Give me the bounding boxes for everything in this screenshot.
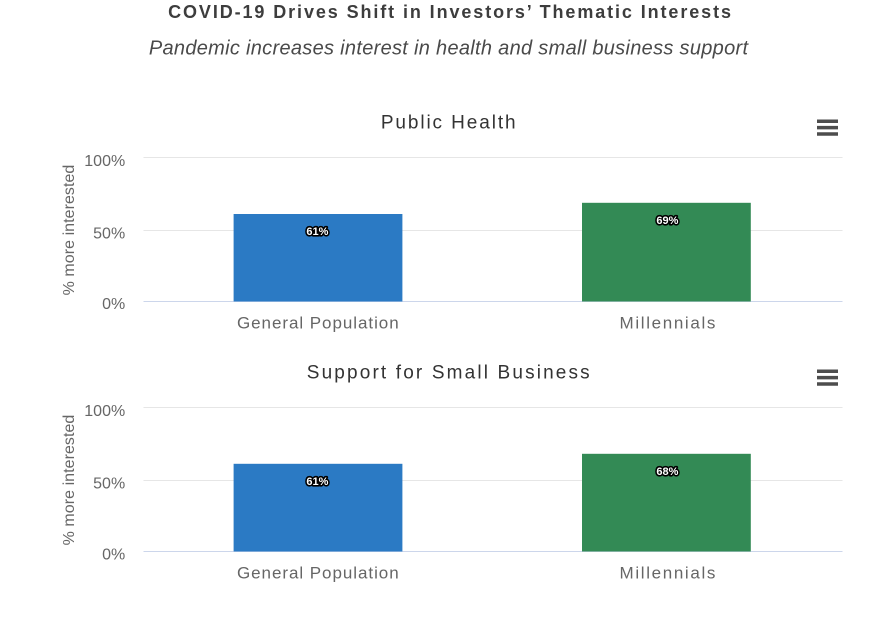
svg-text:100%: 100% <box>84 153 125 170</box>
svg-text:50%: 50% <box>93 226 125 243</box>
svg-text:General Population: General Population <box>237 564 400 583</box>
svg-text:% more interested: % more interested <box>61 165 78 296</box>
svg-text:61%: 61% <box>306 476 328 488</box>
svg-text:68%: 68% <box>656 466 678 478</box>
svg-text:Pandemic increases interest in: Pandemic increases interest in health an… <box>149 38 750 60</box>
svg-text:Millennials: Millennials <box>620 314 718 333</box>
svg-text:% more interested: % more interested <box>61 415 78 546</box>
svg-text:COVID-19 Drives Shift in Inves: COVID-19 Drives Shift in Investors’ Them… <box>168 2 733 22</box>
svg-text:General Population: General Population <box>237 314 400 333</box>
svg-text:61%: 61% <box>306 226 328 238</box>
svg-text:Support for Small Business: Support for Small Business <box>307 362 592 383</box>
svg-text:0%: 0% <box>102 546 125 563</box>
svg-text:69%: 69% <box>656 215 678 227</box>
svg-text:100%: 100% <box>84 403 125 420</box>
svg-text:50%: 50% <box>93 475 125 492</box>
svg-text:0%: 0% <box>102 296 125 313</box>
svg-text:Public Health: Public Health <box>381 113 518 134</box>
svg-text:Millennials: Millennials <box>620 564 718 583</box>
